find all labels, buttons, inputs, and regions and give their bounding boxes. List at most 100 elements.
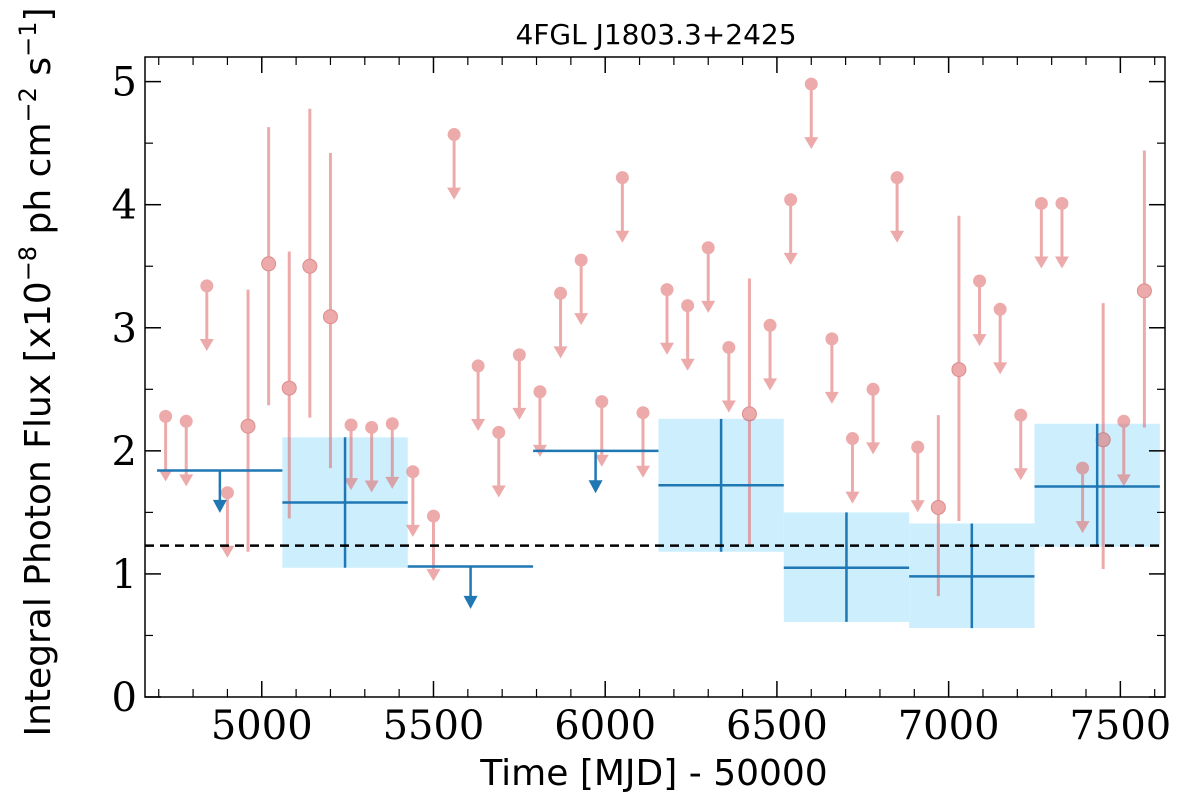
fine-detection-3	[302, 108, 318, 418]
fine-upper-limit-arrow	[635, 465, 650, 478]
fine-upper-limit-marker	[406, 465, 420, 479]
fine-detection-8	[1095, 303, 1111, 569]
fine-bin-points	[158, 77, 1152, 597]
fine-upper-limit-marker	[200, 279, 214, 293]
fine-upper-limit-marker	[681, 299, 695, 313]
fine-upper-limit-marker	[179, 414, 193, 428]
fine-upper-limit-arrow	[179, 474, 194, 487]
fine-upper-limit-33	[1013, 408, 1028, 481]
y-tick-label: 3	[112, 306, 137, 352]
fine-upper-limit-arrow	[594, 454, 609, 467]
fine-upper-limit-arrow	[199, 339, 214, 351]
fine-upper-limit-marker	[866, 382, 880, 396]
y-tick-label: 1	[112, 552, 137, 598]
fine-upper-limit-marker	[159, 409, 173, 423]
fine-upper-limit-arrow	[1054, 256, 1069, 269]
fine-upper-limit-9	[447, 128, 462, 200]
fine-upper-limit-arrow	[1034, 256, 1049, 269]
x-axis-label: Time [MJD] - 50000	[479, 753, 827, 794]
fine-upper-limit-37	[1116, 414, 1131, 487]
fine-upper-limit-arrow	[680, 358, 695, 371]
wide-detection-3	[909, 523, 1035, 629]
fine-upper-limit-marker	[845, 432, 859, 446]
fine-upper-limit-arrow	[890, 230, 905, 243]
fine-upper-limit-arrow	[512, 407, 527, 420]
fine-upper-limit-18	[635, 406, 650, 478]
fine-detection-marker	[951, 362, 967, 378]
fine-upper-limit-marker	[701, 241, 715, 255]
fine-upper-limit-35	[1054, 196, 1069, 269]
fine-upper-limit-marker	[825, 332, 839, 346]
fine-upper-limit-arrow	[910, 500, 925, 513]
fine-upper-limit-arrow	[344, 478, 359, 491]
fine-upper-limit-marker	[804, 77, 818, 91]
fine-detection-marker	[930, 499, 946, 515]
fine-upper-limit-29	[890, 171, 905, 243]
fine-upper-limit-arrow	[405, 524, 420, 537]
fine-upper-limit-arrow	[972, 334, 987, 347]
wide-detection-1	[658, 418, 784, 552]
y-axis-label-s: s	[18, 57, 59, 87]
x-tick-label: 5500	[383, 703, 485, 749]
fine-upper-limit-7	[405, 465, 420, 537]
x-tick-label: 5000	[211, 703, 313, 749]
fine-upper-limit-4	[344, 418, 359, 491]
fine-upper-limit-marker	[426, 509, 440, 523]
fine-upper-limit-arrow	[364, 480, 379, 493]
fine-upper-limit-16	[594, 395, 609, 467]
fine-upper-limit-marker	[1117, 414, 1131, 428]
fine-upper-limit-arrow	[866, 442, 881, 455]
fine-upper-limit-arrow	[660, 342, 675, 355]
fine-upper-limit-arrow	[426, 569, 441, 582]
fine-upper-limit-arrow	[783, 252, 798, 265]
y-tick-label: 5	[112, 60, 137, 106]
fine-upper-limit-19	[660, 283, 675, 355]
y-axis-label-mid: ph cm	[18, 122, 59, 245]
fine-detection-2	[281, 251, 297, 519]
chart-text: 4FGL J1803.3+2425 Time [MJD] - 50000 Int…	[14, 7, 828, 794]
fine-upper-limit-marker	[512, 348, 526, 362]
chart-title: 4FGL J1803.3+2425	[515, 18, 796, 51]
fine-upper-limit-arrow	[574, 313, 589, 326]
fine-upper-limit-27	[845, 432, 860, 504]
fine-upper-limit-arrow	[1013, 468, 1028, 481]
fine-upper-limit-6	[385, 417, 400, 489]
fine-upper-limit-marker	[911, 440, 925, 454]
y-axis-label-exp3: −1	[14, 22, 42, 57]
x-tick-label: 7000	[898, 703, 1000, 749]
fine-upper-limit-15	[574, 253, 589, 326]
fine-upper-limit-arrow	[721, 400, 736, 413]
fine-upper-limit-marker	[973, 274, 987, 288]
axes: 5000 5500 6000 6500 7000 7500 0 1 2 3 4 5	[112, 56, 1171, 749]
fine-detection-marker	[302, 258, 318, 274]
y-axis-label: Integral Photon Flux [x10−8 ph cm−2 s−1]	[14, 7, 59, 736]
fine-upper-limit-17	[615, 171, 630, 243]
wide-upper-limit-arrow	[588, 480, 603, 494]
fine-upper-limit-marker	[615, 171, 629, 185]
fine-upper-limit-arrow	[491, 485, 506, 498]
fine-detection-7	[951, 215, 967, 521]
plot-frame	[144, 56, 1166, 698]
fine-upper-limit-23	[763, 318, 778, 391]
fine-upper-limit-5	[364, 420, 379, 493]
y-axis-label-main: Integral Photon Flux [x10	[18, 281, 59, 736]
wide-upper-limit-0	[157, 469, 283, 513]
fine-detection-9	[1136, 150, 1152, 428]
fine-upper-limit-26	[824, 332, 839, 404]
fine-upper-limit-22	[721, 340, 736, 413]
wide-upper-limit-2	[533, 449, 659, 494]
fine-upper-limit-marker	[365, 420, 379, 434]
fine-upper-limit-marker	[763, 318, 777, 332]
y-tick-label: 4	[112, 183, 137, 229]
fine-upper-limit-marker	[471, 359, 485, 373]
fine-upper-limit-arrow	[447, 187, 462, 200]
fine-upper-limit-marker	[1034, 196, 1048, 210]
fine-detection-4	[322, 153, 338, 469]
fine-detection-marker	[261, 256, 277, 272]
fine-upper-limit-arrow	[1116, 474, 1131, 487]
fine-upper-limit-arrow	[615, 230, 630, 243]
fine-upper-limit-arrow	[845, 491, 860, 504]
fine-upper-limit-arrow	[804, 137, 819, 150]
fine-detection-6	[930, 415, 946, 597]
